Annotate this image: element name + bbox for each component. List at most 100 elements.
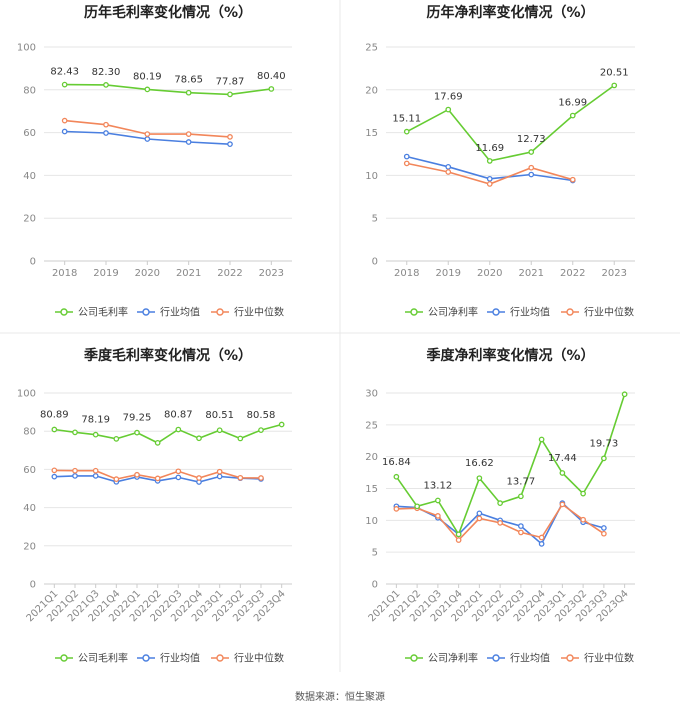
legend-label: 行业均值 [510,306,550,319]
legend-label: 行业均值 [160,306,200,319]
legend-label: 行业中位数 [584,306,634,319]
chart-panel-1: 历年毛利率变化情况（%） 0 20 40 60 80 100 2018 2019 2020 2021… [17,4,292,319]
x-tick-label: 2020 [135,268,160,279]
data-point-company [528,149,535,155]
data-point-industry_avg [445,163,452,170]
data-point-company [154,440,161,446]
data-point-company [258,427,264,433]
data-point-industry_avg [61,128,68,135]
y-tick-label: 0 [30,580,36,591]
data-point-company [175,426,182,433]
legend-marker [566,308,574,316]
data-point-industry_avg [518,523,524,529]
y-tick-label: 60 [23,465,36,476]
data-label: 80.19 [133,71,162,82]
data-label: 15.11 [392,114,421,125]
data-point-company [486,158,493,164]
y-tick-label: 25 [365,420,378,431]
data-point-industry_median [61,117,68,124]
legend-label: 公司净利率 [428,306,478,319]
chart-panel-3: 季度毛利率变化情况（%）0204060801002021Q12021Q22021… [17,347,292,665]
data-point-industry_median [134,471,140,478]
data-point-industry_avg [476,510,483,517]
data-point-industry_median [216,468,223,475]
data-point-industry_avg [175,474,182,481]
data-label: 79.25 [123,413,152,424]
data-point-industry_median [435,513,441,519]
data-point-industry_avg [538,541,545,547]
data-point-industry_median [154,475,161,482]
y-tick-label: 10 [365,171,378,182]
data-point-company [61,81,68,88]
y-tick-label: 40 [23,171,36,182]
chart-title: 季度毛利率变化情况（%） [83,347,252,364]
legend-label: 行业均值 [160,652,200,665]
data-point-industry_median [196,475,202,481]
x-tick-label: 2018 [52,268,77,279]
data-point-industry_avg [227,141,233,148]
data-point-company [476,475,483,482]
data-point-industry_median [486,181,493,187]
y-tick-label: 20 [23,541,36,552]
data-point-company [435,497,441,504]
data-label: 19.73 [590,438,619,449]
data-label: 12.73 [517,134,546,145]
legend-label: 公司毛利率 [78,652,128,665]
data-point-industry_median [601,530,607,537]
data-point-company [611,82,618,89]
y-tick-label: 20 [23,214,36,225]
data-label: 82.43 [50,67,79,78]
data-label: 11.69 [475,143,504,154]
data-point-industry_median [569,176,576,183]
data-point-industry_avg [403,153,410,160]
data-point-industry_median [528,164,535,171]
data-point-industry_median [237,474,244,481]
y-tick-label: 25 [365,43,378,54]
data-point-company [103,82,109,88]
chart-title: 历年净利率变化情况（%） [426,4,594,21]
x-tick-label: 2019 [93,268,118,279]
data-label: 20.51 [600,67,629,78]
data-label: 82.30 [92,67,121,78]
legend-item-industry_median: 行业中位数 [211,652,284,665]
data-point-company [216,427,223,434]
x-tick-label: 2019 [436,268,461,279]
legend-marker [60,654,68,662]
series-line-company [395,394,626,537]
x-tick-label: 2022 [217,268,242,279]
data-point-industry_avg [72,473,78,479]
legend-marker [142,308,150,316]
data-point-company [113,435,120,442]
data-point-company [144,86,151,93]
y-tick-label: 30 [365,389,378,400]
data-point-industry_median [445,169,452,175]
data-point-industry_avg [103,130,109,136]
data-point-company [51,426,58,433]
data-point-company [455,531,462,538]
chart-title: 历年毛利率变化情况（%） [84,4,252,21]
data-label: 80.89 [40,410,69,421]
legend-item-industry_avg: 行业均值 [487,306,550,319]
legend-item-industry_avg: 行业均值 [137,306,200,319]
data-point-industry_avg [528,171,535,178]
data-point-company [393,473,400,480]
y-tick-label: 80 [23,85,36,96]
y-tick-label: 100 [17,43,36,54]
data-point-industry_median [580,516,586,523]
legend-item-industry_median: 行业中位数 [211,306,284,319]
data-label: 13.12 [424,480,453,491]
data-point-industry_avg [185,139,192,145]
data-point-industry_median [51,467,58,474]
data-label: 80.58 [247,410,276,421]
data-point-industry_avg [486,175,493,182]
data-point-industry_median [113,476,120,482]
legend-marker [216,308,224,316]
data-point-industry_avg [92,473,99,479]
legend-marker [566,654,574,662]
x-tick-label: 2021 [176,268,201,279]
data-point-company [185,89,192,96]
legend-label: 公司净利率 [428,652,478,665]
data-point-industry_avg [51,473,58,480]
legend-label: 行业中位数 [234,652,284,665]
data-point-industry_median [476,515,483,522]
